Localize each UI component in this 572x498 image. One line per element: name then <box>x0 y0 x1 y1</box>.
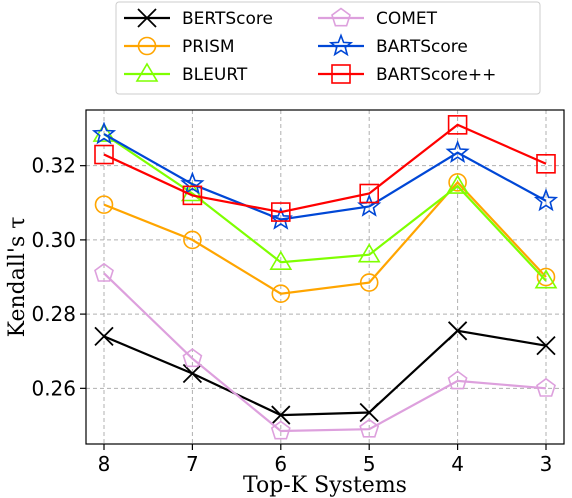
data-point <box>359 273 379 292</box>
series-line <box>103 133 547 282</box>
series-comet <box>94 262 556 440</box>
legend-item-bartscoreplusplus: BARTScore++ <box>318 64 496 85</box>
x-tick-label: 8 <box>98 452 111 476</box>
data-point <box>92 122 116 142</box>
y-axis: 0.26 0.28 0.30 0.32 <box>31 154 86 400</box>
legend-item-bleurt: BLEURT <box>124 62 248 85</box>
x-tick-label: 5 <box>363 452 376 476</box>
series-line <box>103 123 547 214</box>
legend-marker <box>331 7 351 27</box>
data-point <box>447 370 468 390</box>
data-point <box>91 121 117 145</box>
grid-lines <box>86 110 564 444</box>
y-axis-label: Kendall's τ <box>5 217 30 338</box>
legend-label: COMET <box>376 9 438 29</box>
data-point <box>446 174 469 194</box>
data-point <box>269 250 293 270</box>
data-point <box>94 326 114 347</box>
legend-marker <box>137 36 157 56</box>
data-point <box>94 144 114 165</box>
legend-item-bartscore: BARTScore <box>318 33 468 57</box>
legend: BERTScore COMET PRISM BARTScore BLEURT BARTSc… <box>115 1 541 95</box>
data-point <box>534 269 558 289</box>
y-tick-label: 0.32 <box>31 154 76 178</box>
data-point <box>182 363 203 384</box>
data-point <box>359 418 380 438</box>
series-bertscore <box>94 321 556 425</box>
legend-label: PRISM <box>182 37 235 57</box>
x-axis: 8 7 6 5 4 3 <box>98 444 553 476</box>
x-tick-label: 7 <box>186 452 199 476</box>
legend-marker <box>331 64 351 84</box>
series-line <box>103 180 547 295</box>
data-point <box>447 115 468 135</box>
data-point <box>270 420 291 440</box>
data-point <box>357 243 381 263</box>
data-point <box>533 188 559 212</box>
series-bartscoreplusplus <box>94 115 556 222</box>
legend-item-comet: COMET <box>318 7 438 29</box>
legend-marker <box>137 8 157 28</box>
legend-box <box>115 1 541 95</box>
legend-item-bertscore: BERTScore <box>124 8 273 29</box>
legend-label: BLEURT <box>182 65 248 85</box>
x-axis-label: Top-K Systems <box>243 473 407 498</box>
series-bleurt <box>92 122 558 289</box>
y-tick-label: 0.30 <box>31 228 76 252</box>
series-line <box>103 272 547 433</box>
data-point <box>271 284 291 304</box>
x-tick-label: 6 <box>274 452 287 476</box>
plot-frame <box>85 109 565 445</box>
data-point <box>536 267 556 287</box>
x-tick-label: 4 <box>451 452 464 476</box>
legend-marker <box>328 33 354 57</box>
series-group <box>91 115 559 440</box>
legend-marker <box>135 62 159 82</box>
data-point <box>448 173 467 192</box>
data-point <box>268 206 293 230</box>
data-point <box>94 262 114 282</box>
legend-label: BARTScore <box>376 37 468 57</box>
data-point <box>445 139 470 163</box>
data-point <box>536 336 556 356</box>
data-point <box>182 185 203 206</box>
y-tick-label: 0.26 <box>31 376 76 400</box>
y-tick-label: 0.28 <box>31 302 76 326</box>
data-point <box>536 154 556 174</box>
legend-label: BARTScore++ <box>376 65 496 85</box>
series-line <box>103 329 547 417</box>
data-point <box>182 348 203 368</box>
series-line <box>103 133 547 221</box>
data-point <box>359 183 380 204</box>
data-point <box>183 230 202 250</box>
data-point <box>271 405 291 425</box>
legend-label: BERTScore <box>182 9 273 29</box>
series-prism <box>94 173 556 304</box>
data-point <box>447 321 468 341</box>
data-point <box>359 402 379 423</box>
data-point <box>94 195 114 214</box>
data-point <box>536 377 556 397</box>
data-point <box>180 171 205 195</box>
x-tick-label: 3 <box>540 452 553 476</box>
legend-item-prism: PRISM <box>124 36 235 57</box>
data-point <box>270 202 291 222</box>
